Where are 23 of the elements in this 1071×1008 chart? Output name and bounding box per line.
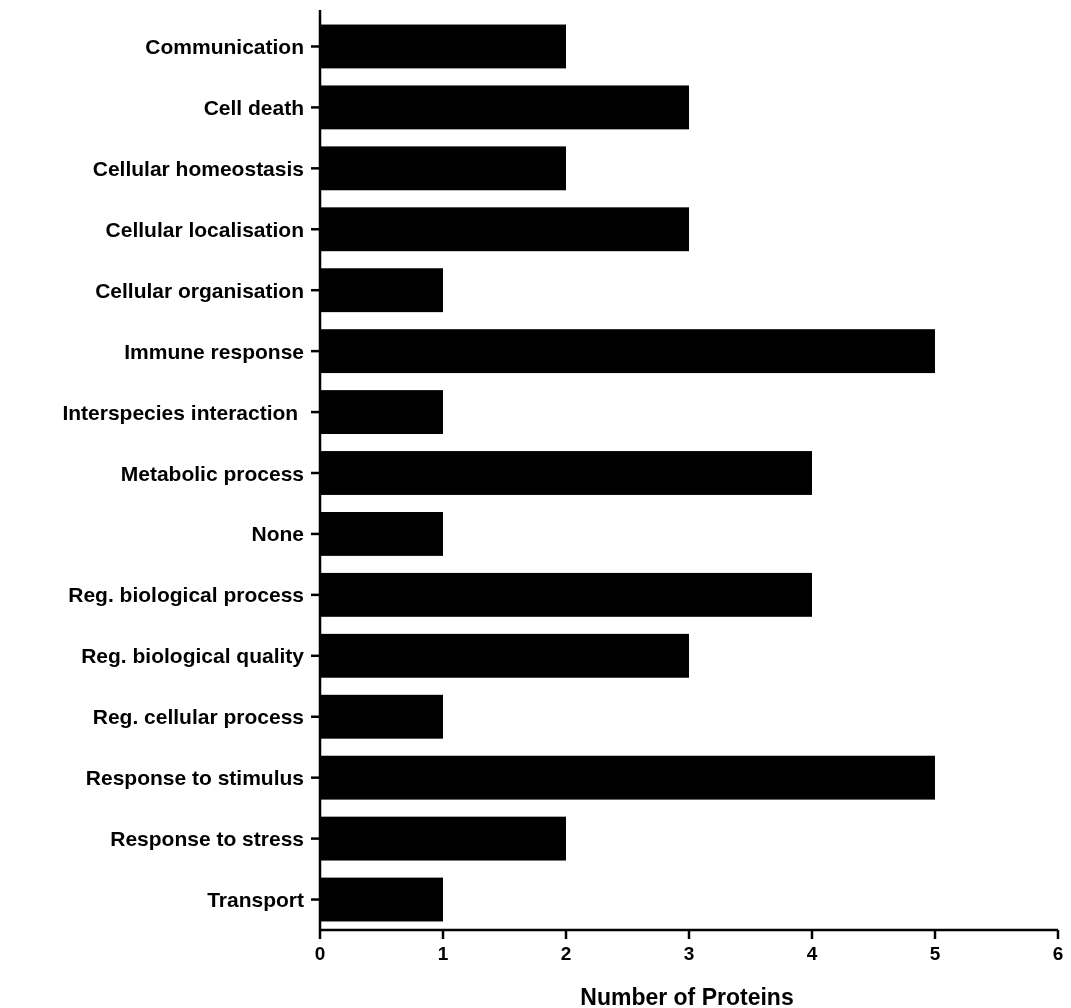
y-tick-label: Transport: [207, 888, 304, 912]
x-axis-title: Number of Proteins: [580, 984, 794, 1008]
x-tick-label: 3: [683, 943, 695, 964]
y-tick-label: Cellular localisation: [105, 217, 304, 241]
y-tick-label: Immune response: [124, 339, 304, 363]
y-tick-label: Reg. cellular process: [92, 705, 304, 729]
y-tick-label: Reg. biological quality: [81, 644, 305, 668]
x-tick-label: 4: [806, 943, 818, 964]
y-tick-label: Cellular organisation: [95, 278, 304, 302]
y-tick-label: Interspecies interaction: [62, 400, 304, 424]
x-tick-label: 0: [314, 943, 326, 964]
y-tick-label: Response to stress: [110, 827, 304, 851]
y-tick-label: Communication: [145, 34, 304, 58]
y-tick-label: Reg. biological process: [68, 583, 304, 607]
x-tick-label: 2: [560, 943, 572, 964]
x-tick-label: 6: [1052, 943, 1064, 964]
y-tick-label: None: [251, 522, 304, 546]
y-tick-label: Cell death: [203, 95, 304, 119]
y-tick-label: Response to stimulus: [85, 766, 304, 790]
x-tick-label: 5: [929, 943, 941, 964]
x-tick-label: 1: [437, 943, 449, 964]
y-tick-label: Cellular homeostasis: [92, 156, 304, 180]
y-tick-label: Metabolic process: [120, 461, 304, 485]
